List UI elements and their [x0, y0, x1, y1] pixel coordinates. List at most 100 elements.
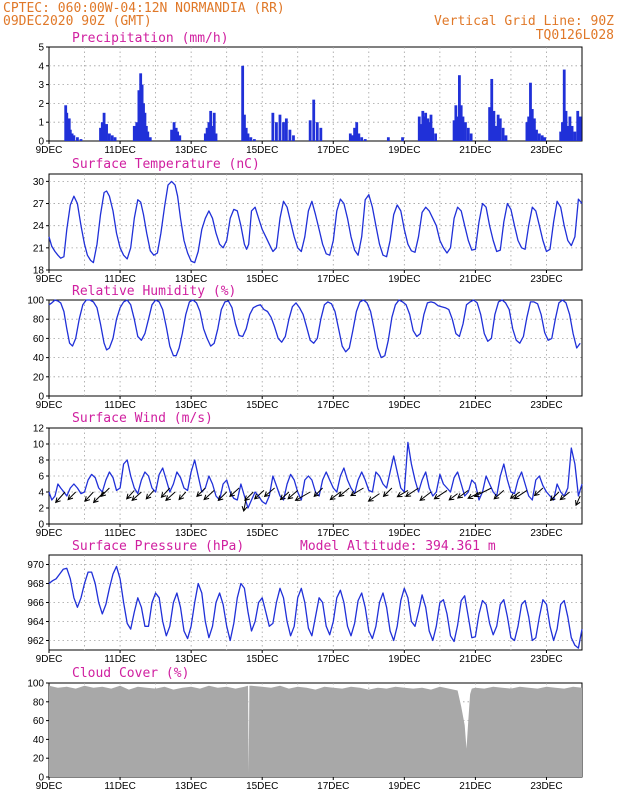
precip-bar — [540, 135, 544, 141]
precip-bar — [244, 127, 248, 141]
precipitation-xtick-label: 13DEC — [175, 145, 207, 156]
wind-vector-arrow — [575, 495, 581, 507]
humidity-xtick-label: 13DEC — [175, 400, 207, 411]
precip-bar — [532, 118, 536, 141]
humidity-xtick-label: 11DEC — [104, 400, 136, 411]
wind-vector-arrow — [549, 491, 560, 502]
wind-vector-arrow — [253, 490, 265, 500]
header-grid-line: Vertical Grid Line: 90Z — [434, 14, 614, 29]
precip-bar — [434, 133, 438, 141]
pressure-xtick-label: 21DEC — [459, 654, 491, 665]
precip-bar — [214, 133, 218, 141]
wind-title: Surface Wind (m/s) — [72, 411, 213, 426]
precip-bar — [113, 137, 117, 141]
wind-xtick-label: 11DEC — [104, 528, 136, 539]
wind-vector-arrow — [493, 490, 505, 500]
precip-bar — [140, 84, 144, 141]
precip-bar — [351, 135, 355, 141]
precipitation-ytick-label: 0 — [38, 137, 44, 148]
wind-vector-arrow — [126, 490, 135, 500]
humidity-ytick-label: 40 — [33, 353, 45, 364]
precip-bar — [205, 127, 209, 141]
temperature-xtick-label: 17DEC — [317, 274, 349, 285]
precip-bar — [461, 116, 465, 141]
wind-ytick-label: 12 — [33, 424, 45, 435]
precip-bar — [249, 137, 253, 141]
precip-bar — [419, 124, 423, 141]
wind-ytick-label: 6 — [38, 472, 44, 483]
cloud_cover-xtick-label: 21DEC — [459, 781, 491, 792]
precip-bar — [108, 133, 111, 141]
header-location: CPTEC: 060:00W-04:12N NORMANDIA (RR) — [3, 1, 285, 16]
humidity-xtick-label: 19DEC — [388, 400, 420, 411]
precip-bar — [271, 112, 275, 141]
wind-vector-arrow — [533, 487, 544, 497]
precip-bar — [562, 69, 566, 141]
precip-bar — [568, 116, 572, 141]
temperature-plot-frame — [48, 173, 583, 271]
precip-bar — [426, 118, 430, 141]
precipitation-xtick-label: 15DEC — [246, 145, 278, 156]
precipitation-ytick-label: 5 — [38, 43, 44, 54]
model-altitude-label: Model Altitude: 394.361 m — [300, 539, 496, 554]
pressure-xtick-label: 23DEC — [530, 654, 562, 665]
wind-vector-arrow — [350, 487, 364, 497]
panel-precipitation: 0 1 2 3 4 5 9DEC 11DEC 13DEC 15DEC 17DEC 19DEC 21DEC… — [36, 31, 583, 156]
wind-vector-arrow — [367, 493, 380, 502]
precip-bar — [578, 116, 582, 141]
temperature-xtick-label: 19DEC — [388, 274, 420, 285]
precip-bar — [99, 127, 102, 141]
wind-vector-arrow — [448, 493, 458, 501]
humidity-xtick-label: 17DEC — [317, 400, 349, 411]
wind-xtick-label: 9DEC — [36, 528, 63, 539]
wind-vector-arrow — [396, 489, 409, 498]
cloud_cover-ytick-label: 20 — [33, 754, 45, 765]
wind-vector-arrow — [92, 491, 105, 504]
temperature-ytick-label: 24 — [33, 221, 45, 232]
cloud_cover-ytick-label: 60 — [33, 716, 45, 727]
precip-bar — [564, 110, 568, 141]
pressure-series-line — [48, 565, 583, 649]
wind-vector-arrow — [294, 491, 311, 501]
pressure-xtick-label: 17DEC — [317, 654, 349, 665]
precipitation-xtick-label: 23DEC — [530, 145, 562, 156]
wind-vector-arrow — [131, 491, 142, 502]
precipitation-xtick-label: 19DEC — [388, 145, 420, 156]
precip-bar — [431, 127, 435, 141]
precip-bar — [172, 122, 176, 141]
cloud_cover-ytick-label: 80 — [33, 697, 45, 708]
temperature-ytick-label: 18 — [33, 266, 45, 277]
precip-bar — [211, 125, 214, 141]
precip-bar — [148, 137, 152, 141]
humidity-ytick-label: 60 — [33, 334, 45, 345]
wind-vector-arrow — [287, 490, 299, 500]
precip-bar — [360, 137, 364, 141]
wind-ytick-label: 8 — [38, 456, 44, 467]
precip-bar — [275, 122, 278, 141]
precipitation-xtick-label: 9DEC — [36, 145, 63, 156]
precip-bar — [135, 122, 139, 141]
wind-vector-arrow — [145, 490, 155, 500]
humidity-series-line — [48, 299, 581, 359]
header-run-time: 09DEC2020 90Z (GMT) — [3, 14, 152, 29]
humidity-xtick-label: 9DEC — [36, 400, 63, 411]
humidity-plot-frame — [48, 299, 583, 397]
wind-vector-arrow — [456, 489, 469, 499]
precip-bar — [488, 107, 492, 141]
precipitation-xtick-label: 17DEC — [317, 145, 349, 156]
precip-bar — [353, 127, 356, 141]
pressure-ytick-label: 966 — [27, 598, 44, 609]
wind-vector-arrow — [467, 491, 481, 499]
temperature-xtick-label: 11DEC — [104, 274, 136, 285]
precip-bar — [363, 139, 367, 141]
temperature-xtick-label: 21DEC — [459, 274, 491, 285]
wind-ytick-label: 2 — [38, 504, 44, 515]
precip-bar — [401, 137, 404, 141]
precip-bar — [348, 133, 352, 141]
precipitation-ytick-label: 1 — [38, 118, 44, 129]
pressure-title: Surface Pressure (hPa) — [72, 539, 244, 554]
cloud_cover-xtick-label: 19DEC — [388, 781, 420, 792]
precip-bar — [424, 112, 428, 141]
cloud_cover-ytick-label: 40 — [33, 735, 45, 746]
precipitation-ytick-label: 4 — [38, 61, 44, 72]
